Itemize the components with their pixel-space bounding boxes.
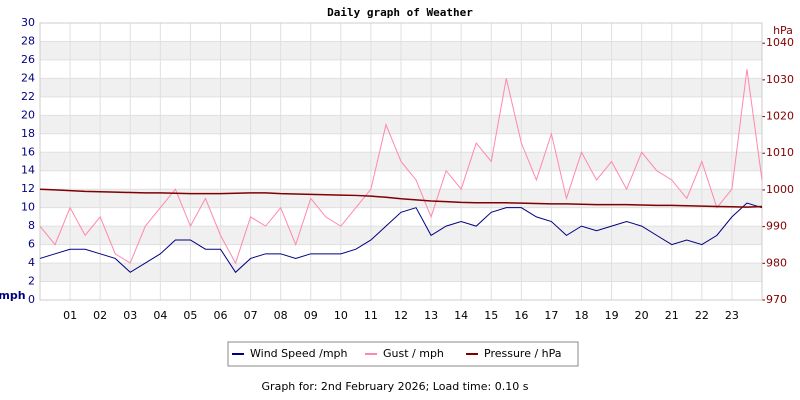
- y-tick-label: 14: [21, 164, 35, 177]
- x-tick-label: 17: [544, 309, 558, 322]
- legend-label: Gust / mph: [383, 347, 444, 360]
- series-line: [39, 202, 763, 274]
- x-tick-label: 21: [665, 309, 679, 322]
- y-tick-label: 8: [28, 219, 35, 232]
- y2-tick-label: 1000: [766, 183, 794, 196]
- x-tick-label: 19: [605, 309, 619, 322]
- y-tick-label: 26: [21, 53, 35, 66]
- y-tick-label: 28: [21, 34, 35, 47]
- y2-tick-label: 1020: [766, 110, 794, 123]
- y-tick-label: 6: [28, 238, 35, 251]
- x-tick-label: 23: [725, 309, 739, 322]
- y-tick-label: 2: [28, 275, 35, 288]
- y2-tick-label: 1030: [766, 73, 794, 86]
- y2-tick-label: 980: [766, 256, 787, 269]
- y-tick-label: 22: [21, 90, 35, 103]
- x-tick-label: 14: [454, 309, 468, 322]
- x-tick-label: 16: [514, 309, 528, 322]
- x-tick-label: 08: [274, 309, 288, 322]
- x-tick-label: 02: [93, 309, 107, 322]
- series-line: [39, 69, 763, 265]
- y-tick-label: 4: [28, 256, 35, 269]
- x-tick-label: 10: [334, 309, 348, 322]
- y-tick-label: 30: [21, 16, 35, 29]
- x-tick-label: 22: [695, 309, 709, 322]
- legend-label: Wind Speed /mph: [250, 347, 348, 360]
- y-tick-label: 10: [21, 201, 35, 214]
- x-tick-label: 09: [304, 309, 318, 322]
- chart-title: Daily graph of Weather: [327, 6, 473, 19]
- y-tick-label: 18: [21, 127, 35, 140]
- y-axis-label: mph: [0, 289, 26, 302]
- x-tick-label: 11: [364, 309, 378, 322]
- x-tick-label: 18: [575, 309, 589, 322]
- y2-tick-label: 970: [766, 293, 787, 306]
- x-tick-label: 06: [214, 309, 228, 322]
- x-tick-label: 03: [123, 309, 137, 322]
- legend-label: Pressure / hPa: [484, 347, 562, 360]
- x-tick-label: 07: [244, 309, 258, 322]
- series-line: [39, 188, 763, 208]
- x-tick-label: 04: [153, 309, 167, 322]
- y-tick-label: 20: [21, 108, 35, 121]
- x-tick-label: 01: [63, 309, 77, 322]
- x-tick-label: 20: [635, 309, 649, 322]
- y-tick-label: 0: [28, 293, 35, 306]
- y2-tick-label: 990: [766, 220, 787, 233]
- x-tick-label: 15: [484, 309, 498, 322]
- y2-axis-label: hPa: [773, 24, 793, 37]
- legend-box: [227, 341, 579, 367]
- plot-frame: [39, 22, 763, 301]
- y2-tick-label: 1040: [766, 36, 794, 49]
- x-tick-label: 05: [183, 309, 197, 322]
- x-tick-label: 13: [424, 309, 438, 322]
- y-tick-label: 24: [21, 71, 35, 84]
- y-tick-label: 16: [21, 145, 35, 158]
- y2-tick-label: 1010: [766, 146, 794, 159]
- y-tick-label: 12: [21, 182, 35, 195]
- footer: Graph for: 2nd February 2026; Load time:…: [262, 380, 529, 393]
- x-tick-label: 12: [394, 309, 408, 322]
